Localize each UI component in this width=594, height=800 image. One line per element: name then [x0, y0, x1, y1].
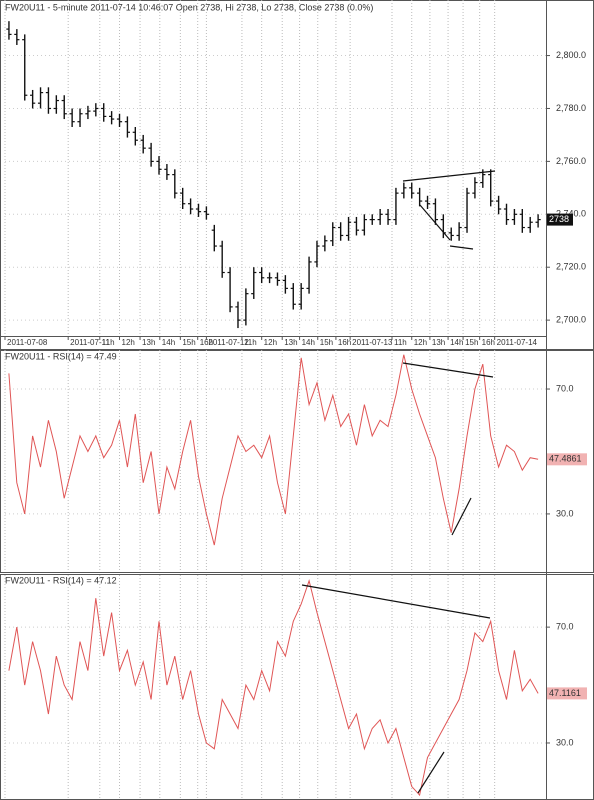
- y-tick-label: 2,700.0: [556, 315, 586, 325]
- rsi-panel-frame: [0, 574, 594, 800]
- y-tick-label: 2,780.0: [556, 103, 586, 113]
- last-value-label: 47.1161: [549, 688, 581, 698]
- x-tick-label: 11h: [394, 338, 407, 347]
- x-tick-label: 16h: [200, 338, 213, 347]
- rsi-panel-frame: [0, 350, 594, 573]
- x-tick-label: 14h: [302, 338, 315, 347]
- x-tick-label: 13h: [432, 338, 445, 347]
- y-tick-label: 70.0: [556, 622, 574, 632]
- last-value-box: [547, 687, 587, 700]
- x-tick-label: 15h: [320, 338, 333, 347]
- price-panel-frame: [0, 0, 594, 350]
- chart-title: FW20U11 - RSI(14) = 47.12: [5, 575, 117, 585]
- x-tick-label: 2011-07-13: [352, 338, 393, 347]
- x-tick-label: 2011-07-12: [208, 338, 249, 347]
- x-tick-label: 13h: [142, 338, 155, 347]
- x-tick-label: 12h: [122, 338, 135, 347]
- x-tick-label: 12h: [414, 338, 427, 347]
- y-tick-label: 2,720.0: [556, 262, 586, 272]
- trend-line: [417, 751, 445, 794]
- chart-title: FW20U11 - 5-minute 2011-07-14 10:46:07 O…: [5, 2, 373, 12]
- x-tick-label: 12h: [264, 338, 277, 347]
- last-value-box: [547, 213, 573, 226]
- last-value-label: 2738: [549, 214, 569, 224]
- x-tick-label: 2011-07-11: [70, 338, 110, 347]
- trend-line: [402, 362, 494, 378]
- y-tick-label: 70.0: [556, 383, 574, 393]
- x-tick-label: 11h: [102, 338, 115, 347]
- trend-line: [449, 245, 474, 250]
- trend-line: [301, 584, 491, 619]
- x-tick-label: 15h: [182, 338, 195, 347]
- last-value-box: [547, 453, 587, 466]
- x-tick-label: 14h: [450, 338, 463, 347]
- trend-line: [451, 497, 472, 536]
- y-tick-label: 30.0: [556, 737, 574, 747]
- x-tick-label: 15h: [465, 338, 478, 347]
- x-tick-label: 13h: [284, 338, 297, 347]
- x-tick-label: 14h: [162, 338, 175, 347]
- trend-line: [402, 170, 496, 182]
- chart-title: FW20U11 - RSI(14) = 47.49: [5, 351, 117, 361]
- x-tick-label: 16h: [482, 338, 495, 347]
- x-tick-label: 2011-07-08: [7, 338, 48, 347]
- rsi-line: [8, 354, 539, 546]
- x-tick-label: 16h: [338, 338, 351, 347]
- trend-line: [419, 204, 451, 241]
- x-tick-label: 2011-07-14: [497, 338, 538, 347]
- rsi-line: [8, 579, 539, 797]
- last-value-label: 47.4861: [549, 454, 582, 464]
- y-tick-label: 2,800.0: [556, 50, 586, 60]
- x-tick-label: 11h: [244, 338, 257, 347]
- y-tick-label: 30.0: [556, 508, 574, 518]
- y-tick-label: 2,760.0: [556, 156, 586, 166]
